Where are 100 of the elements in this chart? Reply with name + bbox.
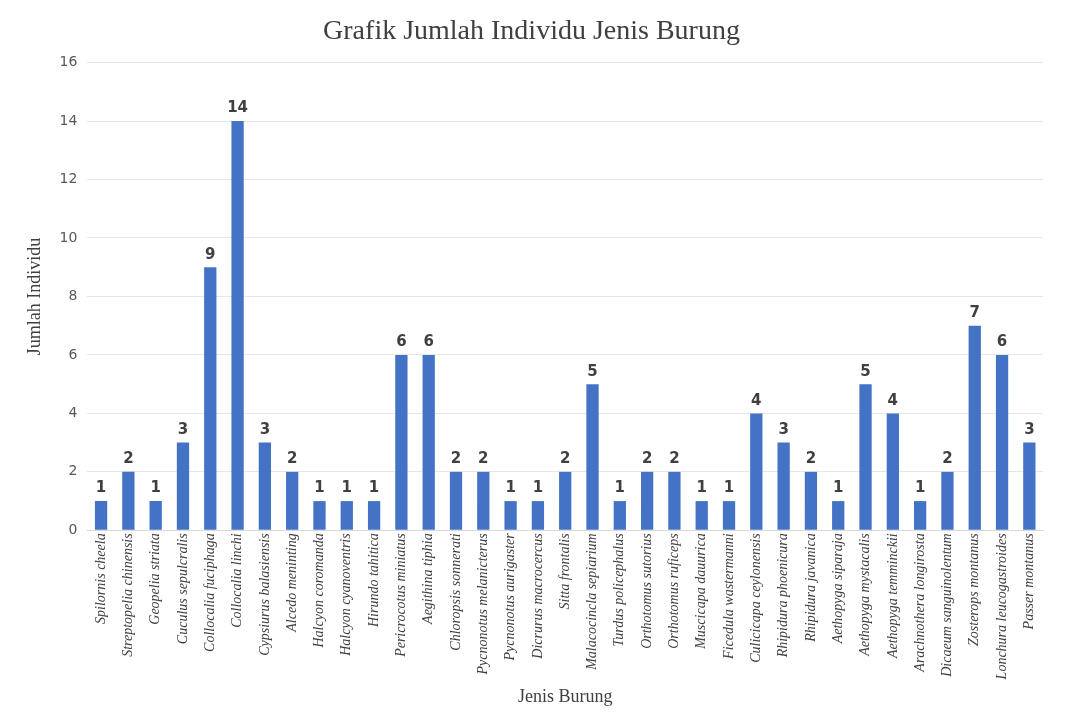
bar (941, 471, 954, 530)
bar (340, 501, 353, 530)
bar (231, 121, 244, 530)
x-tick-label: Muscicapa dauurica (693, 533, 709, 650)
bar (886, 413, 899, 530)
bar (832, 501, 845, 530)
x-tick-label: Zosterops montanus (966, 532, 982, 646)
x-tick-label: Aethopyga siparaja (829, 533, 845, 645)
bar (367, 501, 381, 530)
bar (750, 413, 763, 530)
data-label: 2 (942, 449, 953, 468)
x-tick-label: Aethopyga mystacalis (857, 532, 873, 657)
data-label: 2 (559, 449, 571, 468)
data-label: 1 (833, 478, 844, 497)
bar (804, 471, 818, 530)
data-label: 1 (505, 478, 516, 497)
data-label: 1 (696, 478, 707, 497)
data-label: 4 (887, 390, 899, 409)
x-axis-title: Jenis Burung (517, 685, 613, 706)
bar (531, 501, 545, 530)
y-tick-label: 12 (59, 170, 78, 187)
x-tick-label: Spilornis cheela (92, 533, 108, 624)
x-tick-label: Collocalia fuciphaga (201, 533, 217, 652)
x-tick-label: Geopelia striata (147, 533, 163, 625)
y-tick-label: 2 (68, 462, 78, 479)
x-tick-label: Aethopyga temminckii (884, 533, 900, 660)
x-tick-label: Passer montanus (1021, 532, 1037, 631)
x-tick-label: Cuculus sepulcralis (174, 532, 190, 645)
bar (258, 442, 272, 530)
x-tick-label: Hirundo tahitica (365, 533, 381, 629)
bar (395, 354, 408, 530)
bar (914, 501, 927, 530)
bar (204, 267, 217, 530)
bar (477, 471, 490, 530)
y-tick-label: 10 (59, 228, 78, 245)
y-tick-label: 4 (68, 404, 78, 421)
data-label: 6 (396, 332, 407, 351)
x-tick-label: Aegithina tiphia (420, 533, 436, 625)
x-tick-label: Turdus policephalus (611, 532, 627, 647)
bar (149, 501, 162, 530)
x-tick-label: Chloropsis sonnerati (447, 533, 463, 651)
x-tick-label: Dicaeum sanguinolentum (939, 533, 955, 678)
data-label: 5 (860, 361, 871, 380)
x-tick-label: Arachnothera longirosta (911, 533, 927, 673)
data-label: 4 (751, 390, 762, 409)
data-label: 1 (314, 478, 325, 497)
bar (94, 501, 108, 530)
x-tick-label: Malacocincla sepiarium (584, 533, 600, 671)
data-label: 2 (669, 449, 680, 468)
y-tick-label: 16 (59, 53, 78, 70)
x-tick-label: Ficedula wastermanni (720, 533, 736, 660)
bar (422, 354, 435, 530)
x-tick-label: Cypsiurus balasiensis (256, 532, 272, 656)
data-label: 2 (286, 449, 298, 468)
data-label: 1 (95, 478, 107, 497)
y-tick-label: 6 (68, 345, 78, 362)
data-label: 3 (259, 420, 271, 439)
data-label: 2 (805, 449, 817, 468)
data-label: 5 (587, 361, 598, 380)
y-axis-title: Jumlah Individu (23, 237, 44, 356)
x-tick-label: Lonchura leucogastroides (993, 532, 1009, 681)
chart-title: Grafik Jumlah Individu Jenis Burung (323, 14, 740, 46)
x-tick-label: Collocalia linchi (229, 533, 245, 628)
bar (695, 501, 708, 530)
x-tick-label: Rhipidura javanica (802, 533, 818, 643)
x-tick-label: Sitta frontalis (556, 532, 572, 610)
y-tick-label: 14 (59, 111, 78, 128)
x-tick-label: Alcedo meninting (283, 533, 299, 633)
data-label: 6 (423, 332, 434, 351)
data-label: 1 (723, 478, 735, 497)
x-tick-label: Pericrocotus miniatus (393, 532, 409, 658)
bar (176, 442, 190, 530)
x-tick-label: Pycnonotus melanicterus (474, 532, 490, 676)
x-tick-label: Halcyon cyanoventris (338, 532, 354, 657)
bar (640, 471, 654, 530)
data-label: 7 (969, 303, 980, 322)
bar (586, 384, 599, 530)
bar (668, 471, 681, 530)
data-label: 3 (1024, 420, 1035, 439)
x-tick-label: Streptopelia chinensis (120, 532, 136, 657)
bar (122, 471, 135, 530)
data-label: 1 (368, 478, 380, 497)
bar (449, 471, 463, 530)
y-tick-label: 8 (68, 287, 78, 304)
data-label: 1 (614, 478, 626, 497)
data-label: 3 (778, 420, 789, 439)
x-tick-label: Orthotomus sutorius (638, 532, 654, 649)
bar (777, 442, 790, 530)
data-label: 1 (341, 478, 353, 497)
data-label: 2 (478, 449, 489, 468)
x-tick-label: Rhipidura phoenicura (775, 533, 791, 659)
bar (313, 501, 326, 530)
x-tick-label: Orthotomus ruficeps (666, 532, 682, 649)
x-tick-label: Pycnonotus aurigaster (502, 532, 518, 662)
bar (559, 471, 572, 530)
data-label: 1 (914, 478, 926, 497)
bar (1023, 442, 1036, 530)
data-label: 14 (227, 98, 249, 117)
x-tick-label: Culicicapa ceylonensis (748, 532, 764, 663)
data-label: 1 (532, 478, 544, 497)
